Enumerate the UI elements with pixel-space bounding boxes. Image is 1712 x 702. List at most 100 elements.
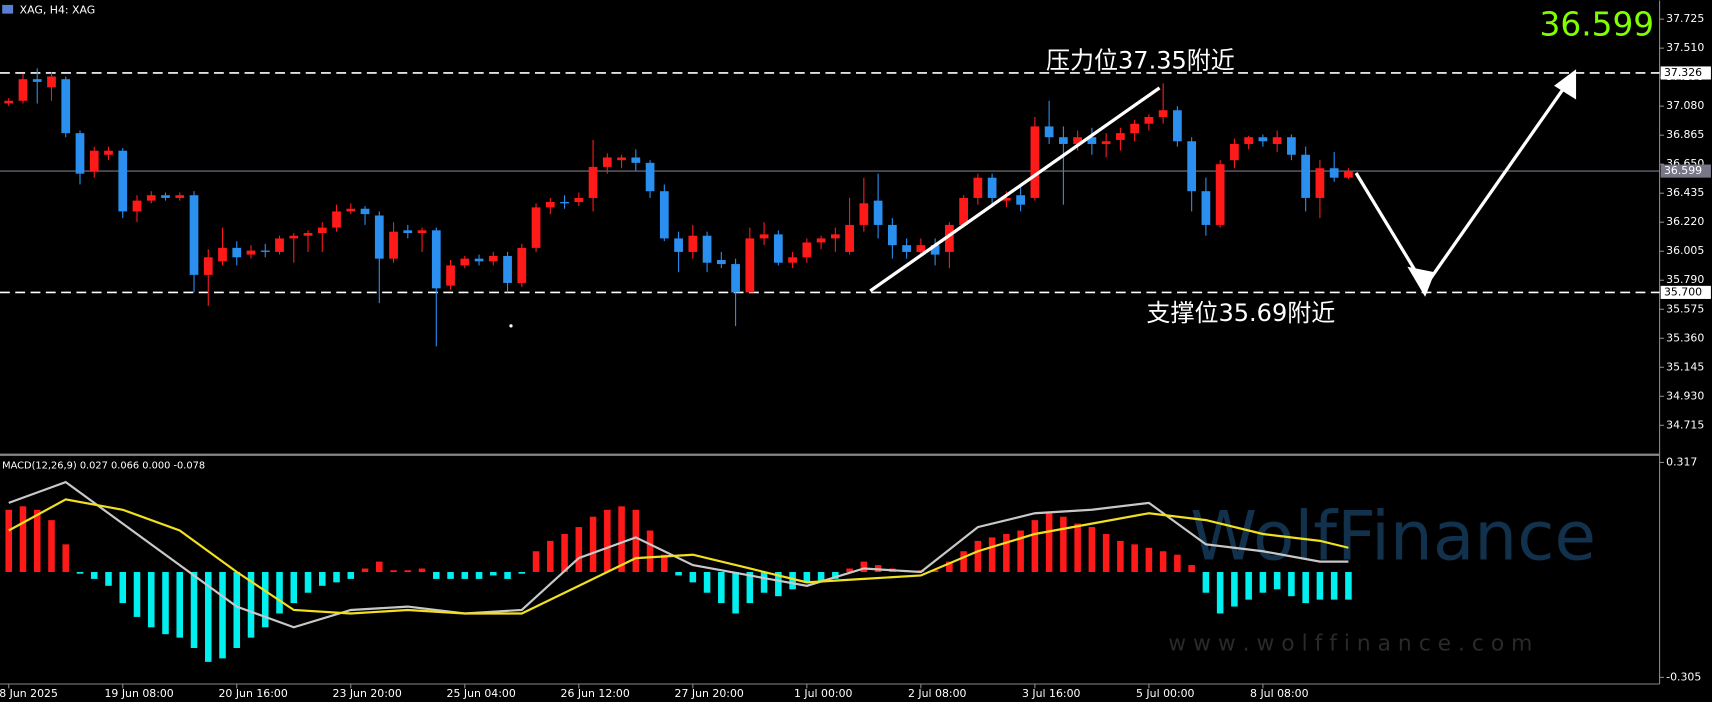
watermark-url: w w w . w o l f f i n a n c e . c o m bbox=[1168, 632, 1532, 657]
macd-bar bbox=[1088, 527, 1096, 572]
x-tick-label: 3 Jul 16:00 bbox=[1022, 687, 1081, 700]
y-tick-label: 36.220 bbox=[1666, 215, 1704, 228]
macd-bar bbox=[1345, 571, 1352, 600]
resistance-note: 压力位37.35附近 bbox=[1046, 47, 1235, 75]
candle-body bbox=[845, 224, 854, 252]
macd-bar bbox=[76, 571, 84, 574]
macd-bar bbox=[561, 533, 568, 572]
candle-body bbox=[1130, 123, 1140, 134]
macd-bar bbox=[775, 571, 782, 597]
candle-body bbox=[830, 234, 840, 239]
macd-bar bbox=[1159, 551, 1167, 572]
y-tick-label: 34.715 bbox=[1666, 418, 1704, 431]
macd-bar bbox=[575, 527, 583, 572]
candle-body bbox=[944, 224, 954, 252]
macd-bar bbox=[1003, 533, 1010, 572]
y-tick-label: 34.930 bbox=[1666, 389, 1704, 402]
macd-bar bbox=[219, 571, 226, 659]
candle-body bbox=[246, 250, 256, 255]
macd-bar bbox=[162, 571, 169, 635]
candle-body bbox=[531, 207, 541, 248]
candle-body bbox=[716, 260, 726, 265]
dot bbox=[509, 324, 513, 328]
macd-bar bbox=[746, 571, 754, 604]
macd-bar bbox=[931, 570, 939, 572]
macd-bar bbox=[661, 554, 668, 572]
candle-body bbox=[788, 257, 797, 263]
x-tick-label: 8 Jul 08:00 bbox=[1250, 687, 1309, 700]
candle-body bbox=[89, 150, 99, 171]
candle-body bbox=[1258, 137, 1268, 142]
macd-line bbox=[8, 480, 1349, 629]
level-tag bbox=[1660, 66, 1711, 80]
x-tick-label: 20 Jun 16:00 bbox=[218, 687, 287, 700]
x-tick-label: 1 Jul 00:00 bbox=[794, 687, 853, 700]
chart-header: XAG, H4: XAG bbox=[20, 3, 96, 16]
macd-bar bbox=[5, 509, 13, 572]
macd-bar bbox=[1131, 544, 1138, 572]
candle-body bbox=[1272, 137, 1282, 144]
current-price-big: 36.599 bbox=[1540, 6, 1655, 44]
macd-bar bbox=[390, 570, 397, 572]
macd-bar bbox=[333, 571, 340, 583]
macd-bar bbox=[1245, 571, 1252, 600]
arrow-head bbox=[1407, 266, 1435, 297]
candle-body bbox=[1301, 154, 1311, 198]
candle-body bbox=[1244, 137, 1254, 144]
candle-body bbox=[588, 166, 598, 198]
macd-bar bbox=[1145, 547, 1153, 572]
candle-body bbox=[403, 230, 413, 234]
x-tick-label: 23 Jun 20:00 bbox=[333, 687, 402, 700]
y-tick-label: 35.575 bbox=[1666, 302, 1704, 315]
macd-bar bbox=[176, 571, 184, 638]
macd-bar bbox=[860, 561, 868, 572]
macd-bar bbox=[960, 551, 967, 572]
candle-body bbox=[1215, 164, 1225, 225]
macd-bar bbox=[1316, 571, 1324, 600]
candle-body bbox=[959, 197, 968, 225]
x-tick-label: 2 Jul 08:00 bbox=[908, 687, 967, 700]
watermark-logo: WolfFinance bbox=[1190, 497, 1596, 576]
level-label: 37.326 bbox=[1664, 66, 1702, 79]
macd-bar bbox=[1288, 571, 1295, 597]
y-tick-label: 36.435 bbox=[1666, 186, 1704, 199]
watermark: WolfFinance w w w . w o l f f i n a n c … bbox=[1168, 497, 1596, 657]
macd-bar bbox=[490, 571, 497, 576]
macd-bar bbox=[33, 509, 41, 572]
candle-body bbox=[560, 201, 569, 204]
macd-bar bbox=[1188, 565, 1195, 572]
macd-bar bbox=[732, 571, 739, 614]
candle-body bbox=[816, 238, 826, 243]
macd-bar bbox=[803, 571, 811, 583]
candle-body bbox=[902, 245, 911, 252]
macd-bar bbox=[90, 571, 98, 579]
candle-body bbox=[289, 235, 299, 239]
macd-bar bbox=[361, 568, 369, 572]
macd-bar bbox=[703, 571, 711, 593]
candle-body bbox=[132, 200, 142, 212]
candle-body bbox=[773, 234, 783, 263]
macd-bar bbox=[988, 537, 996, 572]
candle-body bbox=[275, 238, 284, 252]
macd-bar bbox=[689, 571, 697, 583]
candle-body bbox=[759, 234, 769, 239]
candle-body bbox=[260, 250, 270, 252]
macd-bar bbox=[618, 506, 625, 572]
candle-body bbox=[574, 197, 584, 202]
macd-bar bbox=[404, 570, 412, 572]
macd-bar bbox=[347, 571, 355, 579]
candle-body bbox=[631, 157, 641, 163]
candle-body bbox=[1016, 195, 1025, 205]
macd-bar bbox=[19, 506, 27, 572]
candle-body bbox=[731, 264, 740, 293]
macd-bar bbox=[589, 516, 597, 572]
candle-body bbox=[1173, 110, 1182, 142]
candle-body bbox=[1287, 137, 1296, 155]
macd-bar bbox=[504, 571, 511, 579]
candle-body bbox=[859, 203, 869, 225]
candle-body bbox=[203, 257, 213, 275]
candle-body bbox=[218, 247, 227, 262]
macd-bar bbox=[147, 571, 155, 628]
candle-body bbox=[32, 79, 42, 82]
candle-body bbox=[873, 200, 883, 225]
